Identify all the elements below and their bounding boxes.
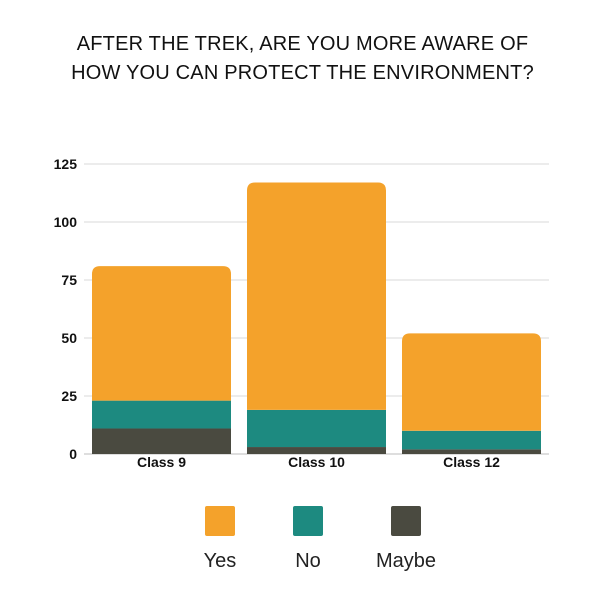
bar-yes-class-10 — [247, 182, 386, 410]
chart-title-line-2: HOW YOU CAN PROTECT THE ENVIRONMENT? — [71, 62, 534, 84]
legend-swatch-no — [293, 506, 323, 536]
y-tick-label: 100 — [54, 214, 78, 230]
x-tick-label: Class 10 — [288, 454, 345, 470]
chart-title-line-1: AFTER THE TREK, ARE YOU MORE AWARE OF — [76, 33, 529, 55]
y-tick-label: 50 — [61, 330, 77, 346]
legend-swatch-maybe — [391, 506, 421, 536]
legend-item-maybe: Maybe — [366, 506, 446, 573]
legend-label-yes: Yes — [203, 550, 237, 572]
bar-chart: 0 25 50 75 100 125 Class 9 Class 10 Class 12 — [54, 156, 549, 470]
bar-no-class-9 — [92, 400, 231, 429]
y-tick-label: 75 — [61, 272, 77, 288]
x-tick-label: Class 12 — [443, 454, 500, 470]
y-tick-label: 125 — [54, 156, 78, 172]
legend-label-maybe: Maybe — [375, 550, 437, 572]
bar-yes-class-12 — [402, 333, 541, 431]
chart-title: AFTER THE TREK, ARE YOU MORE AWARE OF HO… — [0, 30, 605, 88]
legend-swatch-yes — [205, 506, 235, 536]
bar-yes-class-9 — [92, 266, 231, 401]
bar-maybe-class-10 — [247, 447, 386, 454]
y-tick-label: 0 — [69, 446, 77, 462]
bar-no-class-12 — [402, 430, 541, 450]
legend-label-no: No — [295, 550, 321, 572]
y-tick-label: 25 — [61, 388, 77, 404]
x-tick-label: Class 9 — [137, 454, 186, 470]
chart-legend: Yes No Maybe — [0, 506, 605, 586]
legend-item-no: No — [268, 506, 348, 573]
bar-maybe-class-9 — [92, 428, 231, 454]
bar-no-class-10 — [247, 409, 386, 448]
legend-item-yes: Yes — [180, 506, 260, 573]
bar-maybe-class-12 — [402, 449, 541, 454]
